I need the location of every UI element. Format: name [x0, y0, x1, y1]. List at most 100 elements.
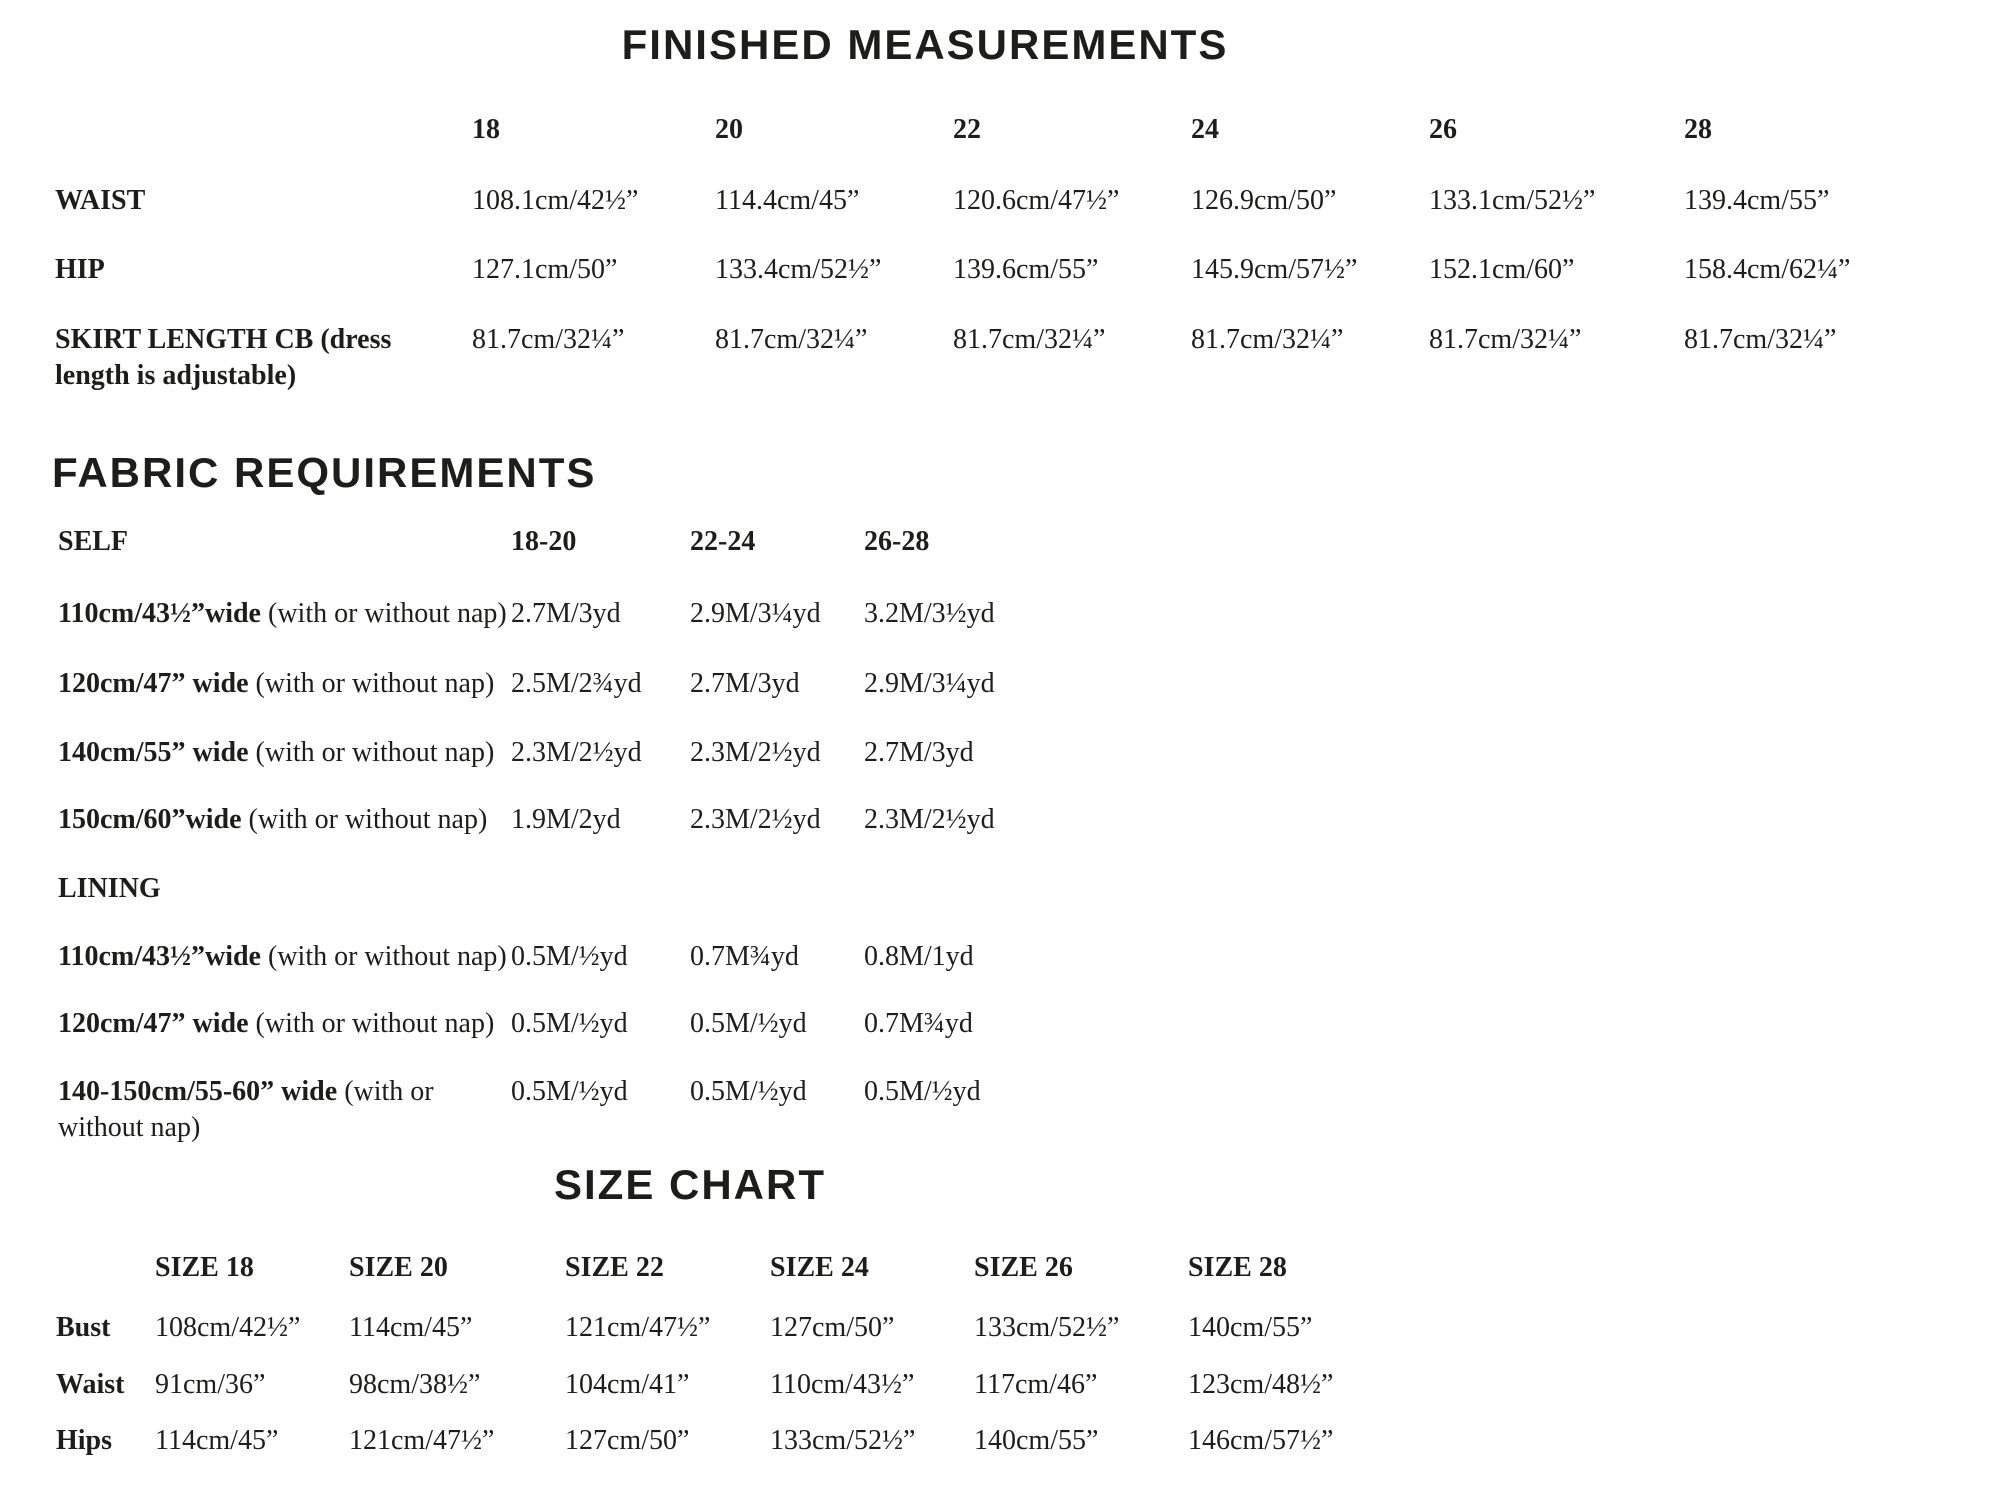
fr-self-value: 2.7M/3yd: [690, 668, 800, 699]
fabric-requirements-title: FABRIC REQUIREMENTS: [52, 449, 597, 496]
fm-hip-value: 133.4cm/52½”: [715, 254, 882, 285]
sc-size-header-26: SIZE 26: [974, 1252, 1073, 1283]
fr-lining-row-label-110cm: 110cm/43½”wide (with or without nap): [58, 939, 511, 975]
fr-self-value: 2.9M/3¼yd: [690, 598, 821, 629]
sc-row-label-hips: Hips: [56, 1425, 113, 1456]
fr-size-header-22-24: 22-24: [690, 526, 756, 557]
finished-measurements-table: 18 20 22 24 26 28 WAIST 108.1cm/42½” 114…: [55, 112, 1945, 394]
nap-note: (with or without nap): [58, 1076, 434, 1143]
sc-bust-value: 121cm/47½”: [565, 1312, 711, 1343]
fr-lining-value: 0.5M/½yd: [690, 1008, 807, 1039]
fr-lining-row-label-140-150cm: 140-150cm/55-60” wide (with or without n…: [58, 1074, 503, 1146]
fm-skirt-length-value: 81.7cm/32¼”: [1191, 324, 1344, 355]
sc-row-label-waist: Waist: [56, 1369, 125, 1400]
sc-waist-value: 117cm/46”: [974, 1369, 1098, 1400]
fm-waist-value: 126.9cm/50”: [1191, 185, 1337, 216]
fr-self-section-label: SELF: [58, 526, 129, 557]
fm-hip-value: 139.6cm/55”: [953, 254, 1099, 285]
fm-size-header-20: 20: [715, 114, 743, 145]
fm-waist-value: 108.1cm/42½”: [472, 185, 639, 216]
sc-size-header-20: SIZE 20: [349, 1252, 448, 1283]
sc-waist-value: 98cm/38½”: [349, 1369, 481, 1400]
fm-skirt-length-value: 81.7cm/32¼”: [715, 324, 868, 355]
fabric-width-label: 120cm/47” wide: [58, 1008, 249, 1039]
fm-skirt-length-value: 81.7cm/32¼”: [953, 324, 1106, 355]
fr-lining-value: 0.5M/½yd: [511, 1008, 628, 1039]
fabric-width-label: 120cm/47” wide: [58, 668, 249, 699]
nap-note: (with or without nap): [255, 1008, 495, 1039]
fr-self-row-label-150cm: 150cm/60”wide (with or without nap): [58, 802, 511, 838]
fm-size-header-18: 18: [472, 114, 500, 145]
sc-waist-value: 123cm/48½”: [1188, 1369, 1334, 1400]
fm-hip-value: 158.4cm/62¼”: [1684, 254, 1851, 285]
sc-bust-value: 114cm/45”: [349, 1312, 473, 1343]
sc-bust-value: 140cm/55”: [1188, 1312, 1313, 1343]
sc-bust-value: 108cm/42½”: [155, 1312, 301, 1343]
sc-hips-value: 127cm/50”: [565, 1425, 690, 1456]
fr-lining-value: 0.5M/½yd: [511, 941, 628, 972]
fr-self-value: 2.3M/2½yd: [864, 804, 995, 835]
fr-lining-value: 0.7M¾yd: [864, 1008, 973, 1039]
fm-skirt-length-value: 81.7cm/32¼”: [1429, 324, 1582, 355]
fr-self-value: 1.9M/2yd: [511, 804, 621, 835]
fm-size-header-26: 26: [1429, 114, 1457, 145]
sc-row-label-bust: Bust: [56, 1312, 111, 1343]
fm-waist-value: 139.4cm/55”: [1684, 185, 1830, 216]
sc-hips-value: 133cm/52½”: [770, 1425, 916, 1456]
fr-self-value: 2.3M/2½yd: [511, 737, 642, 768]
fabric-width-label: 140cm/55” wide: [58, 737, 249, 768]
sc-bust-value: 127cm/50”: [770, 1312, 895, 1343]
fabric-width-label: 110cm/43½”wide: [58, 598, 261, 629]
sc-waist-value: 91cm/36”: [155, 1369, 266, 1400]
sc-waist-value: 110cm/43½”: [770, 1369, 915, 1400]
size-chart-table: SIZE 18 SIZE 20 SIZE 22 SIZE 24 SIZE 26 …: [56, 1250, 1436, 1459]
fm-size-header-22: 22: [953, 114, 981, 145]
sc-size-header-28: SIZE 28: [1188, 1252, 1287, 1283]
fr-self-value: 2.7M/3yd: [511, 598, 621, 629]
sc-hips-value: 121cm/47½”: [349, 1425, 495, 1456]
fr-self-row-label-140cm: 140cm/55” wide (with or without nap): [58, 735, 511, 771]
fr-self-row-label-120cm: 120cm/47” wide (with or without nap): [58, 666, 511, 702]
fr-self-row-label-110cm: 110cm/43½”wide (with or without nap): [58, 596, 511, 632]
fm-skirt-length-value: 81.7cm/32¼”: [472, 324, 625, 355]
fr-self-value: 2.3M/2½yd: [690, 737, 821, 768]
fr-lining-row-label-120cm: 120cm/47” wide (with or without nap): [58, 1006, 511, 1042]
sc-hips-value: 140cm/55”: [974, 1425, 1099, 1456]
fr-lining-section-label: LINING: [58, 873, 161, 904]
fm-size-header-28: 28: [1684, 114, 1712, 145]
sc-size-header-22: SIZE 22: [565, 1252, 664, 1283]
nap-note: (with or without nap): [268, 941, 507, 972]
fr-self-value: 2.9M/3¼yd: [864, 668, 995, 699]
sc-hips-value: 146cm/57½”: [1188, 1425, 1334, 1456]
fabric-width-label: 140-150cm/55-60” wide: [58, 1076, 338, 1107]
nap-note: (with or without nap): [255, 737, 495, 768]
fr-lining-value: 0.5M/½yd: [690, 1076, 807, 1107]
fm-skirt-length-value: 81.7cm/32¼”: [1684, 324, 1837, 355]
fm-row-label-hip: HIP: [55, 254, 105, 285]
fr-lining-value: 0.8M/1yd: [864, 941, 974, 972]
fr-size-header-18-20: 18-20: [511, 526, 577, 557]
fm-waist-value: 120.6cm/47½”: [953, 185, 1120, 216]
fm-row-label-waist: WAIST: [55, 185, 146, 216]
fm-size-header-24: 24: [1191, 114, 1219, 145]
sc-size-header-18: SIZE 18: [155, 1252, 254, 1283]
fm-hip-value: 152.1cm/60”: [1429, 254, 1575, 285]
nap-note: (with or without nap): [255, 668, 495, 699]
fabric-width-label: 110cm/43½”wide: [58, 941, 261, 972]
sc-waist-value: 104cm/41”: [565, 1369, 690, 1400]
fm-hip-value: 127.1cm/50”: [472, 254, 618, 285]
fr-lining-value: 0.5M/½yd: [864, 1076, 981, 1107]
size-chart-title: SIZE CHART: [554, 1161, 826, 1208]
sc-size-header-24: SIZE 24: [770, 1252, 869, 1283]
fr-self-value: 2.5M/2¾yd: [511, 668, 642, 699]
fm-hip-value: 145.9cm/57½”: [1191, 254, 1358, 285]
fm-waist-value: 133.1cm/52½”: [1429, 185, 1596, 216]
sc-bust-value: 133cm/52½”: [974, 1312, 1120, 1343]
fr-size-header-26-28: 26-28: [864, 526, 930, 557]
fr-self-value: 2.7M/3yd: [864, 737, 974, 768]
nap-note: (with or without nap): [268, 598, 507, 629]
fabric-requirements-table: SELF 18-20 22-24 26-28 110cm/43½”wide (w…: [58, 524, 1084, 1146]
fr-lining-value: 0.5M/½yd: [511, 1076, 628, 1107]
fr-self-value: 2.3M/2½yd: [690, 804, 821, 835]
